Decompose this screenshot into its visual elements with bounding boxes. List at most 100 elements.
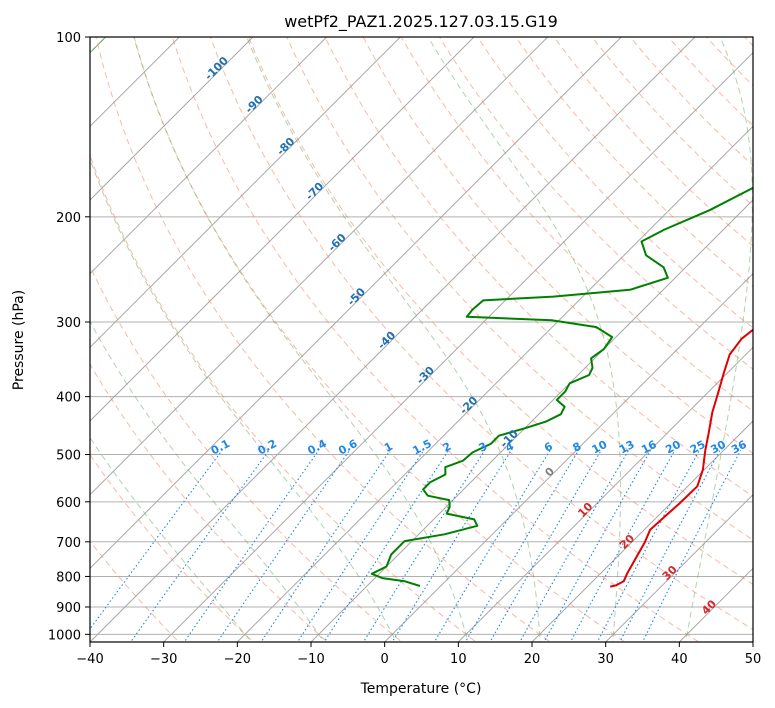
dry-adiabat	[90, 265, 403, 642]
dry-adiabat	[171, 37, 700, 642]
sounding-profiles	[370, 186, 753, 588]
mixing-ratio-label: 36	[729, 438, 749, 457]
temperature-profile-line	[609, 328, 753, 588]
isotherm-label: -20	[457, 394, 480, 417]
y-tick-label: 200	[56, 211, 81, 226]
dry-adiabat	[133, 37, 626, 642]
mixing-ratio-label: 1	[382, 440, 395, 455]
mixing-ratio-line	[433, 450, 551, 642]
y-tick-label: 600	[56, 496, 81, 511]
isotherm-gridline	[605, 493, 753, 642]
x-tick-label: 0	[381, 652, 389, 667]
chart-title: wetPf2_PAZ1.2025.127.03.15.G19	[284, 12, 558, 32]
dry-adiabat	[438, 37, 753, 370]
mixing-ratio-line	[543, 450, 652, 642]
isotherm-label: -90	[243, 93, 266, 116]
isotherm-gridline	[163, 51, 753, 642]
isotherm-gridline	[310, 199, 753, 642]
dry-adiabat	[705, 37, 753, 87]
y-tick-label: 1000	[48, 628, 81, 643]
y-axis-ticks: 100 200 300 400 500 600 700 800 900 1000	[48, 31, 90, 643]
x-tick-label: 20	[524, 652, 541, 667]
x-axis-ticks: −40 −30 −20 −10 0 10 20 30 40 50	[76, 642, 761, 667]
mixing-ratio-line	[323, 449, 450, 642]
mixing-ratio-label: 13	[617, 438, 637, 457]
isotherm-gridline	[457, 346, 753, 642]
mixing-ratio-line	[362, 450, 486, 642]
isotherm-gridline	[384, 272, 753, 642]
mixing-ratio-line	[183, 449, 320, 642]
mixing-ratio-line	[260, 449, 391, 642]
x-tick-label: −20	[224, 652, 251, 667]
isotherm-gridline	[90, 37, 254, 201]
mixing-ratio-line	[391, 450, 512, 642]
mixing-ratio-label: 10	[590, 438, 610, 457]
moist-adiabat	[90, 37, 252, 642]
mixing-ratio-line	[129, 449, 270, 642]
mixing-ratio-lines	[90, 449, 742, 642]
moist-adiabat	[133, 37, 469, 642]
isotherm-gridline	[90, 37, 475, 422]
mixing-ratio-line	[489, 450, 602, 642]
y-tick-label: 300	[56, 316, 81, 331]
isotherm-gridline	[90, 37, 696, 642]
isotherm-gridline	[752, 641, 753, 642]
plot-frame	[89, 36, 754, 643]
moist-adiabat	[246, 37, 541, 642]
isotherm-gridline	[531, 420, 753, 642]
x-tick-label: −40	[76, 652, 103, 667]
dry-adiabat	[210, 37, 753, 631]
isotherm-gridline	[90, 37, 401, 349]
x-tick-label: 30	[597, 652, 614, 667]
mixing-ratio-label: 6	[542, 440, 555, 455]
mixing-ratio-line	[619, 450, 721, 642]
x-tick-label: −10	[297, 652, 324, 667]
y-tick-label: 400	[56, 391, 81, 406]
dry-adiabat	[90, 154, 477, 642]
isotherm-gridline	[90, 37, 622, 570]
dry-adiabat	[248, 37, 753, 586]
moist-adiabat	[90, 37, 397, 642]
mixing-ratio-label: 30	[708, 438, 728, 457]
x-tick-label: −30	[150, 652, 177, 667]
isotherm-label: -100	[202, 54, 231, 83]
moist-adiabat	[685, 37, 753, 642]
isotherm-gridline	[90, 37, 549, 496]
plot-area	[90, 37, 753, 642]
x-axis-label: Temperature (°C)	[360, 681, 482, 697]
dewpoint-profile-line	[370, 186, 753, 587]
mixing-ratio-label: 20	[663, 438, 683, 457]
moist-adiabat	[427, 37, 622, 642]
mixing-ratio-label: 8	[571, 440, 584, 455]
dry-adiabats	[90, 37, 753, 642]
x-tick-label: 40	[671, 652, 688, 667]
dry-adiabat	[476, 37, 753, 329]
mixing-ratio-line	[90, 449, 223, 630]
y-tick-label: 100	[56, 31, 81, 46]
dry-adiabat	[362, 37, 753, 455]
dry-adiabat	[743, 37, 753, 47]
dry-adiabat	[90, 363, 329, 642]
mixing-ratio-line	[296, 449, 425, 642]
isotherm-gridline	[678, 567, 753, 642]
y-tick-label: 800	[56, 570, 81, 585]
isotherm-label: 40	[699, 597, 719, 617]
dry-adiabat	[90, 453, 254, 642]
mixing-ratio-line	[519, 450, 629, 642]
mixing-ratio-line	[569, 450, 676, 642]
isotherm-label: -50	[345, 285, 368, 308]
isotherm-label: -40	[375, 328, 398, 351]
isotherm-gridline	[90, 37, 328, 275]
y-tick-label: 500	[56, 449, 81, 464]
isotherm-label: -70	[303, 179, 326, 202]
dry-adiabat	[400, 37, 753, 412]
mixing-ratio-label: 16	[639, 438, 659, 457]
x-tick-label: 50	[745, 652, 762, 667]
y-tick-label: 900	[56, 601, 81, 616]
isotherm-gridlines	[90, 37, 753, 642]
isotherm-label: 10	[575, 500, 595, 520]
mixing-ratio-label: 2	[441, 440, 454, 455]
dry-adiabat	[286, 37, 753, 541]
